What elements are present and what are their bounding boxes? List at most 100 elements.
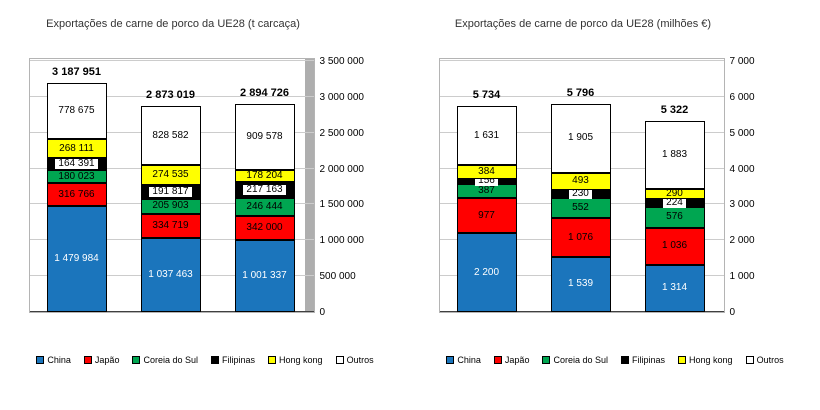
- segment-value-label: 178 204: [246, 170, 283, 182]
- segment-value-label: 387: [478, 185, 495, 197]
- legend-label: China: [457, 355, 481, 365]
- segment-value-label: 909 578: [246, 131, 283, 143]
- segment-hong-kong: 268 111: [46, 139, 107, 159]
- chart-title-tonnes: Exportações de carne de porco da UE28 (t…: [46, 18, 300, 30]
- y-tick-label: 500 000: [319, 271, 356, 283]
- segment-value-label: 493: [572, 175, 589, 187]
- y-tick-label: 0: [729, 307, 736, 318]
- segment-filipinas: 164 391: [46, 158, 107, 171]
- legend-swatch-china: [446, 356, 455, 364]
- segment-value-label: 1 479 984: [54, 252, 99, 264]
- segment-coreia-do-sul: 205 903: [140, 198, 201, 214]
- legend-swatch-filipinas: [211, 356, 219, 364]
- legend-label: Filipinas: [632, 355, 666, 365]
- segment-value-label: 977: [478, 209, 495, 221]
- segment-china: 1 539: [550, 256, 611, 312]
- chart-millions-eur: Exportações de carne de porco da UE28 (m…: [410, 0, 820, 410]
- segment-value-label: 1 001 337: [242, 270, 287, 282]
- segment-value-label: 191 817: [149, 186, 192, 197]
- y-axis: 0 500 000 1 000 000 1 500 000 2 000 000 2 500…: [319, 56, 382, 318]
- bar-total-label: 2 873 019: [146, 88, 195, 101]
- segment-value-label: 778 675: [58, 105, 95, 117]
- bar-total-label: 5 734: [472, 89, 501, 102]
- legend-label: Coreia do Sul: [553, 355, 608, 365]
- segment-value-label: 1 905: [567, 132, 594, 144]
- legend-swatch-outros: [745, 356, 754, 364]
- segment-china: 1 314: [644, 264, 705, 312]
- segment-value-label: 828 582: [152, 129, 189, 141]
- y-tick-label: 3 000 000: [319, 91, 365, 103]
- segment-outros: 1 883: [644, 121, 705, 189]
- legend-item-coreia-do-sul: Coreia do Sul: [542, 355, 608, 365]
- segment-value-label: 274 535: [152, 169, 189, 181]
- gridline: [439, 95, 724, 97]
- legend-label: Coreia do Sul: [143, 355, 198, 365]
- legend-label: Japão: [94, 355, 120, 365]
- legend-item-japao: Japão: [493, 355, 529, 365]
- segment-value-label: 156: [475, 176, 498, 187]
- segment-hong-kong: 384: [456, 164, 517, 179]
- segment-china: 2 200: [456, 233, 517, 312]
- segment-japao: 977: [456, 198, 517, 234]
- legend-swatch-china: [36, 356, 45, 364]
- segment-japao: 1 076: [550, 218, 611, 257]
- plot-wrap: 2 200 977 387 156 384 1 631 5 734 1 539 1 076 552…: [438, 56, 792, 318]
- segment-hong-kong: 178 204: [234, 169, 295, 183]
- segment-japao: 316 766: [46, 183, 107, 206]
- gridline: [29, 95, 314, 97]
- y-tick-label: 2 000: [729, 235, 755, 247]
- legend-item-filipinas: Filipinas: [621, 355, 665, 365]
- y-axis: 0 1 000 2 000 3 000 4 000 5 000 6 000 7 000: [729, 56, 792, 318]
- segment-filipinas: 217 163: [234, 182, 295, 198]
- legend-item-outros: Outros: [335, 355, 374, 365]
- segment-value-label: 217 163: [243, 185, 286, 196]
- legend-item-filipinas: Filipinas: [211, 355, 255, 365]
- segment-value-label: 290: [666, 187, 683, 199]
- y-tick-label: 1 000 000: [319, 235, 365, 247]
- y-tick-label: 3 500 000: [319, 56, 365, 67]
- segment-value-label: 1 631: [473, 129, 500, 141]
- segment-value-label: 1 037 463: [148, 268, 193, 280]
- y-tick-label: 3 000: [729, 199, 755, 211]
- segment-coreia-do-sul: 246 444: [234, 198, 295, 216]
- chart-title-millions-eur: Exportações de carne de porco da UE28 (m…: [454, 18, 712, 30]
- segment-value-label: 180 023: [58, 170, 95, 182]
- plot-area: 1 479 984 316 766 180 023 164 391 268 111 778…: [28, 58, 315, 313]
- y-tick-label: 2 500 000: [319, 127, 365, 139]
- segment-value-label: 316 766: [58, 188, 95, 200]
- segment-value-label: 205 903: [152, 200, 189, 212]
- segment-outros: 1 905: [550, 104, 611, 173]
- legend: China Japão Coreia do Sul Filipinas Hong kon…: [36, 355, 374, 365]
- segment-value-label: 268 111: [59, 142, 94, 154]
- legend-item-outros: Outros: [745, 355, 784, 365]
- bar-total-label: 5 796: [566, 87, 595, 100]
- plot-shadow: [304, 59, 314, 312]
- segment-value-label: 576: [666, 211, 683, 223]
- plot-wrap: 1 479 984 316 766 180 023 164 391 268 111 778…: [28, 56, 382, 318]
- legend-label: Filipinas: [222, 355, 256, 365]
- legend-item-coreia-do-sul: Coreia do Sul: [132, 355, 198, 365]
- legend-swatch-coreia-do-sul: [542, 356, 551, 364]
- gridline: [439, 60, 724, 61]
- segment-value-label: 1 883: [661, 148, 688, 160]
- gridline: [29, 60, 314, 61]
- segment-value-label: 552: [572, 202, 589, 214]
- segment-hong-kong: 290: [644, 187, 705, 200]
- y-tick-label: 5 000: [729, 127, 755, 139]
- segment-value-label: 224: [663, 198, 686, 209]
- segment-value-label: 342 000: [246, 221, 283, 233]
- segment-value-label: 164 391: [55, 159, 98, 170]
- segment-value-label: 246 444: [246, 200, 283, 212]
- y-tick-label: 6 000: [729, 91, 755, 103]
- segment-japao: 342 000: [234, 215, 295, 241]
- legend-swatch-outros: [335, 356, 344, 364]
- legend-label: Outros: [346, 355, 374, 365]
- legend-swatch-japao: [83, 356, 92, 364]
- y-tick-label: 1 000: [729, 271, 755, 283]
- y-tick-label: 1 500 000: [319, 199, 365, 211]
- segment-coreia-do-sul: 552: [550, 198, 611, 219]
- segment-value-label: 1 076: [567, 231, 594, 243]
- segment-value-label: 1 539: [567, 278, 594, 290]
- legend-swatch-japao: [493, 356, 502, 364]
- chart-tonnes: Exportações de carne de porco da UE28 (t…: [28, 18, 382, 365]
